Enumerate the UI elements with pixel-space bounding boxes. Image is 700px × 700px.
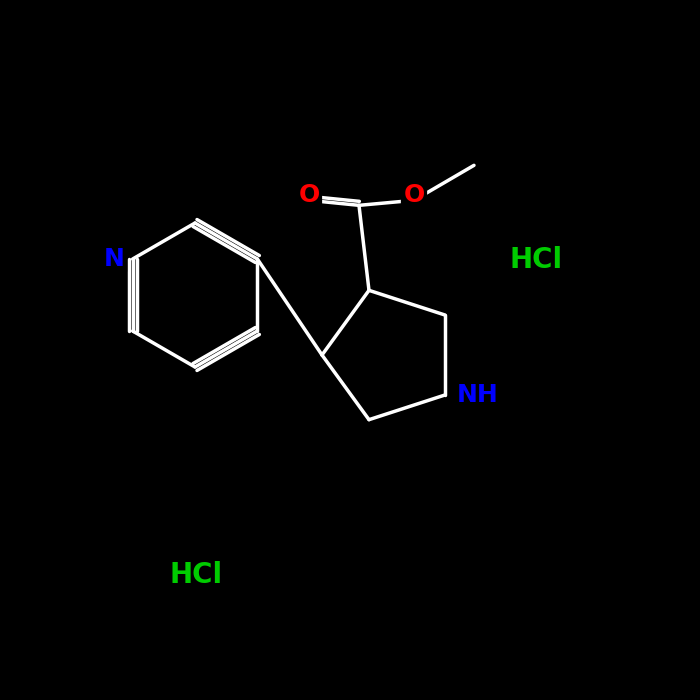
Text: NH: NH xyxy=(457,383,499,407)
Text: HCl: HCl xyxy=(510,246,563,274)
Text: O: O xyxy=(403,183,425,207)
Text: O: O xyxy=(298,183,320,207)
Text: HCl: HCl xyxy=(170,561,223,589)
Text: N: N xyxy=(104,247,125,271)
